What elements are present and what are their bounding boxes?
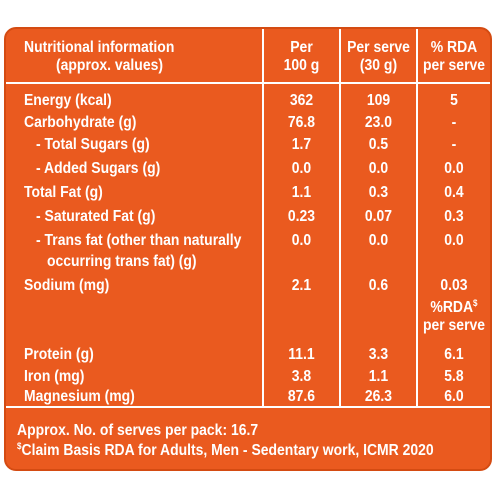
row-per100: 11.1 (288, 346, 315, 363)
header-per-serve: Per serve (347, 39, 410, 56)
header-approx: (approx. values) (56, 57, 163, 74)
row-per100: 0.0 (291, 160, 312, 177)
row-per100: 1.1 (291, 184, 312, 201)
row-rda: 0.0 (444, 160, 464, 177)
header-per100: Per (290, 39, 313, 56)
row-per-serve: 109 (366, 92, 391, 109)
row-rda: 0.3 (444, 208, 464, 225)
row-per-serve: 23.0 (364, 114, 393, 131)
header-rda: % RDA (430, 39, 478, 56)
row-rda: - (451, 114, 457, 131)
row-per-serve: 0.3 (368, 184, 389, 201)
row-rda: 0.4 (444, 184, 464, 201)
row-per100: 362 (289, 92, 314, 109)
claim-basis: $Claim Basis RDA for Adults, Men - Seden… (17, 440, 434, 459)
header-rda-unit: per serve (422, 57, 486, 74)
row-label: - Trans fat (other than naturally (36, 232, 242, 249)
row-label: Protein (g) (24, 346, 94, 363)
column-divider (339, 29, 341, 406)
row-per100: 0.0 (291, 232, 312, 249)
nutrition-panel: Nutritional information (approx. values)… (4, 27, 492, 471)
row-label: Total Fat (g) (24, 184, 103, 201)
row-label: Sodium (mg) (24, 277, 110, 294)
serves-per-pack: Approx. No. of serves per pack: 16.7 (17, 422, 259, 439)
row-label: - Saturated Fat (g) (36, 208, 156, 225)
header-divider (6, 82, 490, 84)
row-per100: 3.8 (291, 368, 312, 385)
row-label: - Added Sugars (g) (36, 160, 161, 177)
row-label: Energy (kcal) (24, 92, 112, 109)
row-per100: 2.1 (291, 277, 312, 294)
row-label: - Total Sugars (g) (36, 136, 150, 153)
row-per100: 76.8 (287, 114, 316, 131)
rda-subheader: %RDA$ (430, 297, 478, 316)
row-label: Iron (mg) (24, 368, 85, 385)
row-rda: 5 (450, 92, 458, 109)
rda-subheader-unit: per serve (422, 317, 486, 334)
column-divider (262, 29, 264, 406)
row-per100: 1.7 (291, 136, 312, 153)
row-per-serve: 0.6 (368, 277, 389, 294)
row-per-serve: 3.3 (368, 346, 389, 363)
row-rda: - (451, 136, 457, 153)
header-nutrient: Nutritional information (24, 39, 175, 56)
row-per-serve: 0.5 (368, 136, 389, 153)
row-per-serve: 0.07 (364, 208, 393, 225)
row-rda: 0.0 (444, 232, 464, 249)
row-per100: 87.6 (287, 388, 316, 405)
row-per-serve: 0.0 (368, 232, 389, 249)
footer-divider (6, 406, 490, 408)
row-per-serve: 1.1 (368, 368, 389, 385)
row-label-continued: occurring trans fat) (g) (47, 253, 197, 270)
header-per100-unit: 100 g (283, 57, 320, 74)
row-rda: 6.1 (444, 346, 464, 363)
row-per-serve: 0.0 (368, 160, 389, 177)
row-rda: 0.03 (440, 277, 468, 294)
row-label: Carbohydrate (g) (24, 114, 137, 131)
header-per-serve-unit: (30 g) (359, 57, 398, 74)
row-label: Magnesium (mg) (24, 388, 135, 405)
column-divider (416, 29, 418, 406)
row-rda: 5.8 (444, 368, 464, 385)
row-per100: 0.23 (287, 208, 316, 225)
row-rda: 6.0 (444, 388, 464, 405)
row-per-serve: 26.3 (364, 388, 393, 405)
